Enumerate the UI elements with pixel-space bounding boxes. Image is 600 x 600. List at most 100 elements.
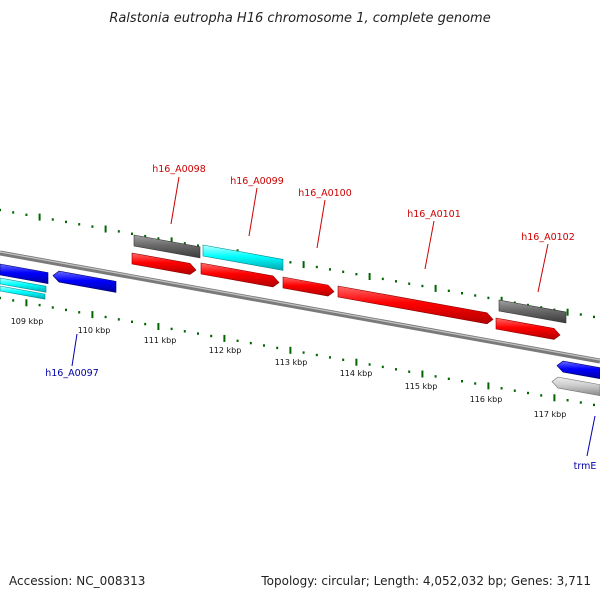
gene-labels: h16_A0097 h16_A0098 h16_A0099 h16_A0100 … xyxy=(45,164,596,472)
gene-feature-red-h16-a0099[interactable] xyxy=(200,262,280,288)
tick-label: 115 kbp xyxy=(405,382,438,391)
gene-label-h16-a0099[interactable]: h16_A0099 xyxy=(230,176,284,187)
leader-line xyxy=(71,333,78,367)
leader-line xyxy=(170,176,180,225)
inner-track-major-tick xyxy=(355,358,358,366)
tick-label: 110 kbp xyxy=(78,326,111,335)
tick-label: 111 kbp xyxy=(144,336,177,345)
outer-track-minor-tick xyxy=(355,273,358,276)
gene-feature-red-h16-a0098[interactable] xyxy=(131,252,197,275)
leader-line xyxy=(316,199,326,249)
tick-label: 109 kbp xyxy=(11,317,44,326)
inner-track-minor-tick xyxy=(302,351,305,354)
outer-track-minor-tick xyxy=(593,315,595,319)
genome-backbone xyxy=(0,250,600,364)
gene-feature-cyan[interactable] xyxy=(0,285,46,300)
gene-feature-blue-h16-a0097[interactable] xyxy=(52,270,117,293)
inner-track-minor-tick xyxy=(395,368,397,371)
inner-track-minor-tick xyxy=(170,327,173,331)
inner-track-minor-tick xyxy=(540,394,543,397)
inner-track-minor-tick xyxy=(381,365,384,369)
inner-track-minor-tick xyxy=(78,311,81,314)
outer-track-minor-tick xyxy=(51,218,54,221)
inner-track-major-tick xyxy=(91,311,94,319)
outer-track-minor-tick xyxy=(461,292,463,295)
gene-feature-blue[interactable] xyxy=(0,263,49,284)
inner-track-minor-tick xyxy=(131,320,133,323)
inner-track-minor-tick xyxy=(210,334,213,338)
outer-track-minor-tick xyxy=(157,237,160,240)
outer-track-minor-tick xyxy=(117,230,120,233)
gene-feature-red-h16-a0102[interactable] xyxy=(495,317,561,340)
outer-track-major-tick xyxy=(104,225,107,233)
inner-track-minor-tick xyxy=(315,353,318,357)
gene-label-h16-a0101[interactable]: h16_A0101 xyxy=(407,209,461,220)
inner-track-minor-tick xyxy=(408,370,411,373)
gene-feature-cyan[interactable] xyxy=(202,244,284,271)
gene-label-trme[interactable]: trmE xyxy=(574,461,597,472)
outer-track-minor-tick xyxy=(329,268,331,271)
gene-label-h16-a0100[interactable]: h16_A0100 xyxy=(298,188,352,199)
gene-label-h16-a0102[interactable]: h16_A0102 xyxy=(521,232,575,243)
outer-track-minor-tick xyxy=(197,244,199,247)
inner-track-minor-tick xyxy=(144,322,147,326)
inner-track-minor-tick xyxy=(51,306,54,309)
gene-feature-red-h16-a0100[interactable] xyxy=(282,276,335,297)
inner-track-major-tick xyxy=(157,323,160,330)
leader-line xyxy=(424,220,435,270)
outer-track-minor-tick xyxy=(447,289,450,292)
outer-track-minor-tick xyxy=(342,270,345,273)
inner-track-minor-tick xyxy=(183,330,186,333)
gene-feature-blue-trme[interactable] xyxy=(556,360,600,380)
outer-track-minor-tick xyxy=(381,277,384,281)
outer-track-minor-tick xyxy=(289,261,292,264)
inner-track-major-tick xyxy=(487,382,490,390)
gene-label-h16-a0097[interactable]: h16_A0097 xyxy=(45,368,99,379)
inner-track-minor-tick xyxy=(197,332,199,335)
outer-track-major-tick xyxy=(302,261,305,269)
tick-label: 112 kbp xyxy=(209,346,242,355)
outer-track-major-tick xyxy=(368,273,371,280)
inner-track-minor-tick xyxy=(249,341,252,345)
inner-track-minor-tick xyxy=(461,380,463,383)
inner-track-major-tick xyxy=(289,346,292,354)
inner-track-minor-tick xyxy=(579,401,582,404)
outer-track-minor-tick xyxy=(579,313,582,316)
gene-feature-gray[interactable] xyxy=(133,234,201,259)
inner-track-minor-tick xyxy=(434,375,437,378)
inner-track-minor-tick xyxy=(500,387,503,390)
inner-track-minor-tick xyxy=(527,391,529,395)
leader-line xyxy=(586,415,596,457)
outer-track-minor-tick xyxy=(78,223,81,226)
tick-labels: 109 kbp 110 kbp 111 kbp 112 kbp 113 kbp … xyxy=(11,317,567,419)
gene-feature-gray[interactable] xyxy=(498,299,567,324)
tick-label: 116 kbp xyxy=(470,395,503,404)
tick-label: 114 kbp xyxy=(340,369,373,378)
outer-track-minor-tick xyxy=(91,225,94,228)
outer-track-major-tick xyxy=(170,237,173,245)
outer-track-minor-tick xyxy=(65,220,67,224)
gene-feature-lightgray[interactable] xyxy=(551,376,600,396)
inner-track-minor-tick xyxy=(0,296,1,300)
outer-track-minor-tick xyxy=(144,234,147,238)
gene-feature-red-h16-a0101[interactable] xyxy=(337,285,494,325)
outer-track-major-tick xyxy=(434,284,437,292)
leader-line xyxy=(537,243,549,293)
gene-label-h16-a0098[interactable]: h16_A0098 xyxy=(152,164,206,175)
inner-track-minor-tick xyxy=(104,315,107,319)
tick-label: 117 kbp xyxy=(534,410,567,419)
inner-track-minor-tick xyxy=(12,299,15,302)
inner-track-minor-tick xyxy=(566,399,569,402)
inner-track-minor-tick xyxy=(593,403,595,407)
inner-track-minor-tick xyxy=(474,382,477,385)
inner-track-minor-tick xyxy=(329,356,331,359)
outer-track-major-tick xyxy=(566,308,569,316)
gene-feature-cyan[interactable] xyxy=(0,277,47,293)
outer-track-minor-tick xyxy=(315,265,318,269)
inner-track-major-tick xyxy=(223,334,226,342)
accession-text: Accession: NC_008313 xyxy=(9,574,145,588)
outer-track-minor-tick xyxy=(474,294,477,297)
inner-track-minor-tick xyxy=(276,346,279,350)
tick-label: 113 kbp xyxy=(275,358,308,367)
